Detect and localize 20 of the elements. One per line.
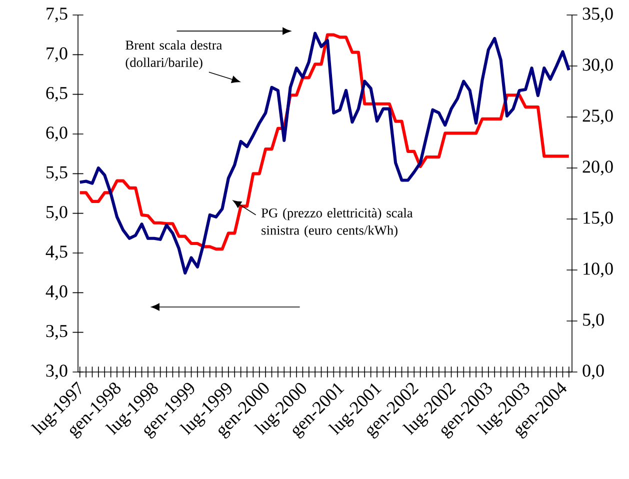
annotation: PG (prezzo elettricità) scala sinistra (euro cents/kWh): [261, 208, 413, 238]
y2-tick-label: 30,0: [582, 58, 613, 74]
y-tick-label: 6,5: [46, 86, 68, 102]
y-tick-label: 5,5: [46, 166, 68, 181]
y2-tick-label: 0,0: [582, 364, 604, 380]
y-tick-label: 3,0: [46, 364, 68, 380]
annotation: Brent scala destra (dollari/barile): [126, 40, 222, 70]
y2-tick-label: 5,0: [583, 314, 604, 328]
y2-tick-label: 35,0: [582, 8, 613, 22]
y-tick-label: 7,5: [46, 8, 68, 22]
y-tick-label: 3,5: [46, 324, 68, 340]
y2-tick-label: 10,0: [584, 262, 613, 278]
y-tick-label: 7,0: [46, 47, 68, 62]
y2-tick-label: 20,0: [582, 160, 613, 176]
y-tick-label: 5,0: [46, 206, 68, 221]
y-tick-label: 4,5: [46, 246, 68, 260]
y2-tick-label: 25,0: [582, 110, 613, 124]
y2-tick-label: 15,0: [584, 212, 613, 226]
y-tick-label: 6,0: [46, 126, 68, 142]
y-tick-label: 4,0: [46, 285, 68, 300]
